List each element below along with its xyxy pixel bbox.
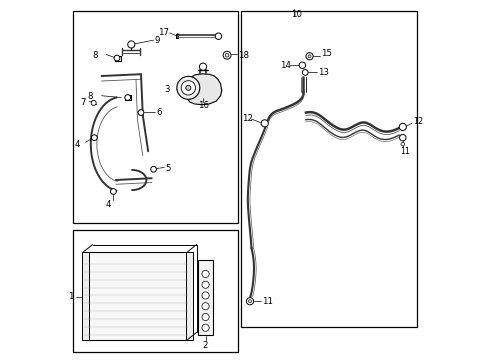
Bar <box>186 252 193 339</box>
Text: 3: 3 <box>164 85 170 94</box>
Text: 13: 13 <box>318 68 329 77</box>
Text: 14: 14 <box>280 61 291 70</box>
Circle shape <box>202 324 209 331</box>
Bar <box>82 252 89 339</box>
Text: 8: 8 <box>93 51 98 60</box>
Text: 4: 4 <box>74 140 80 149</box>
Circle shape <box>225 53 229 57</box>
Text: 5: 5 <box>166 164 171 173</box>
Text: 17: 17 <box>158 28 169 37</box>
Circle shape <box>177 76 200 99</box>
Bar <box>73 230 238 352</box>
Circle shape <box>302 69 308 75</box>
Bar <box>198 260 213 335</box>
Circle shape <box>138 110 144 116</box>
Circle shape <box>401 142 405 146</box>
Bar <box>242 12 417 327</box>
Circle shape <box>111 189 116 194</box>
Circle shape <box>202 292 209 299</box>
Circle shape <box>186 85 191 90</box>
Circle shape <box>202 314 209 320</box>
Circle shape <box>399 134 406 141</box>
Text: 8: 8 <box>87 92 93 101</box>
Text: 1: 1 <box>68 292 73 301</box>
Text: 15: 15 <box>321 49 332 58</box>
Polygon shape <box>187 74 221 105</box>
Text: 12: 12 <box>242 114 253 123</box>
Circle shape <box>181 81 196 95</box>
Circle shape <box>151 166 156 172</box>
Circle shape <box>125 95 131 100</box>
Circle shape <box>202 303 209 310</box>
Circle shape <box>399 123 406 131</box>
Circle shape <box>92 135 97 140</box>
Circle shape <box>202 270 209 278</box>
Text: 10: 10 <box>291 10 301 19</box>
Text: 18: 18 <box>238 51 249 60</box>
Circle shape <box>215 33 221 40</box>
Text: 2: 2 <box>202 341 207 350</box>
Circle shape <box>202 281 209 288</box>
Text: 16: 16 <box>198 101 209 110</box>
Circle shape <box>261 120 269 127</box>
Circle shape <box>199 63 207 70</box>
Bar <box>84 252 188 339</box>
Circle shape <box>299 62 306 68</box>
Circle shape <box>306 53 313 60</box>
Circle shape <box>248 300 251 303</box>
Circle shape <box>114 55 120 61</box>
Text: 9: 9 <box>155 36 160 45</box>
Circle shape <box>308 55 311 58</box>
Circle shape <box>128 41 135 48</box>
Bar <box>73 12 238 223</box>
Circle shape <box>91 100 96 105</box>
Text: 6: 6 <box>156 108 162 117</box>
Circle shape <box>246 298 254 305</box>
Text: 7: 7 <box>81 98 86 107</box>
Text: 11: 11 <box>262 297 273 306</box>
Text: 4: 4 <box>105 199 111 208</box>
Circle shape <box>223 51 231 59</box>
Text: 12: 12 <box>413 117 423 126</box>
Text: 11: 11 <box>400 147 410 156</box>
